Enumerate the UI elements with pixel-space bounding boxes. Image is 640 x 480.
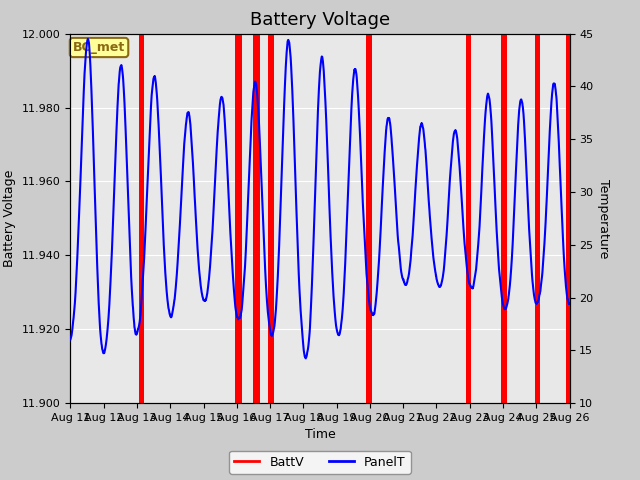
Bar (253, 34, 260, 403)
Bar (139, 34, 144, 403)
Text: BC_met: BC_met (73, 41, 125, 54)
Bar (366, 34, 372, 403)
Bar (235, 34, 242, 403)
Y-axis label: Battery Voltage: Battery Voltage (3, 170, 16, 267)
Bar (534, 34, 540, 403)
Bar (501, 34, 507, 403)
Bar (268, 34, 274, 403)
Title: Battery Voltage: Battery Voltage (250, 11, 390, 29)
X-axis label: Time: Time (305, 429, 335, 442)
Bar (466, 34, 472, 403)
Legend: BattV, PanelT: BattV, PanelT (229, 451, 411, 474)
Bar (566, 34, 572, 403)
Y-axis label: Temperature: Temperature (597, 179, 610, 258)
